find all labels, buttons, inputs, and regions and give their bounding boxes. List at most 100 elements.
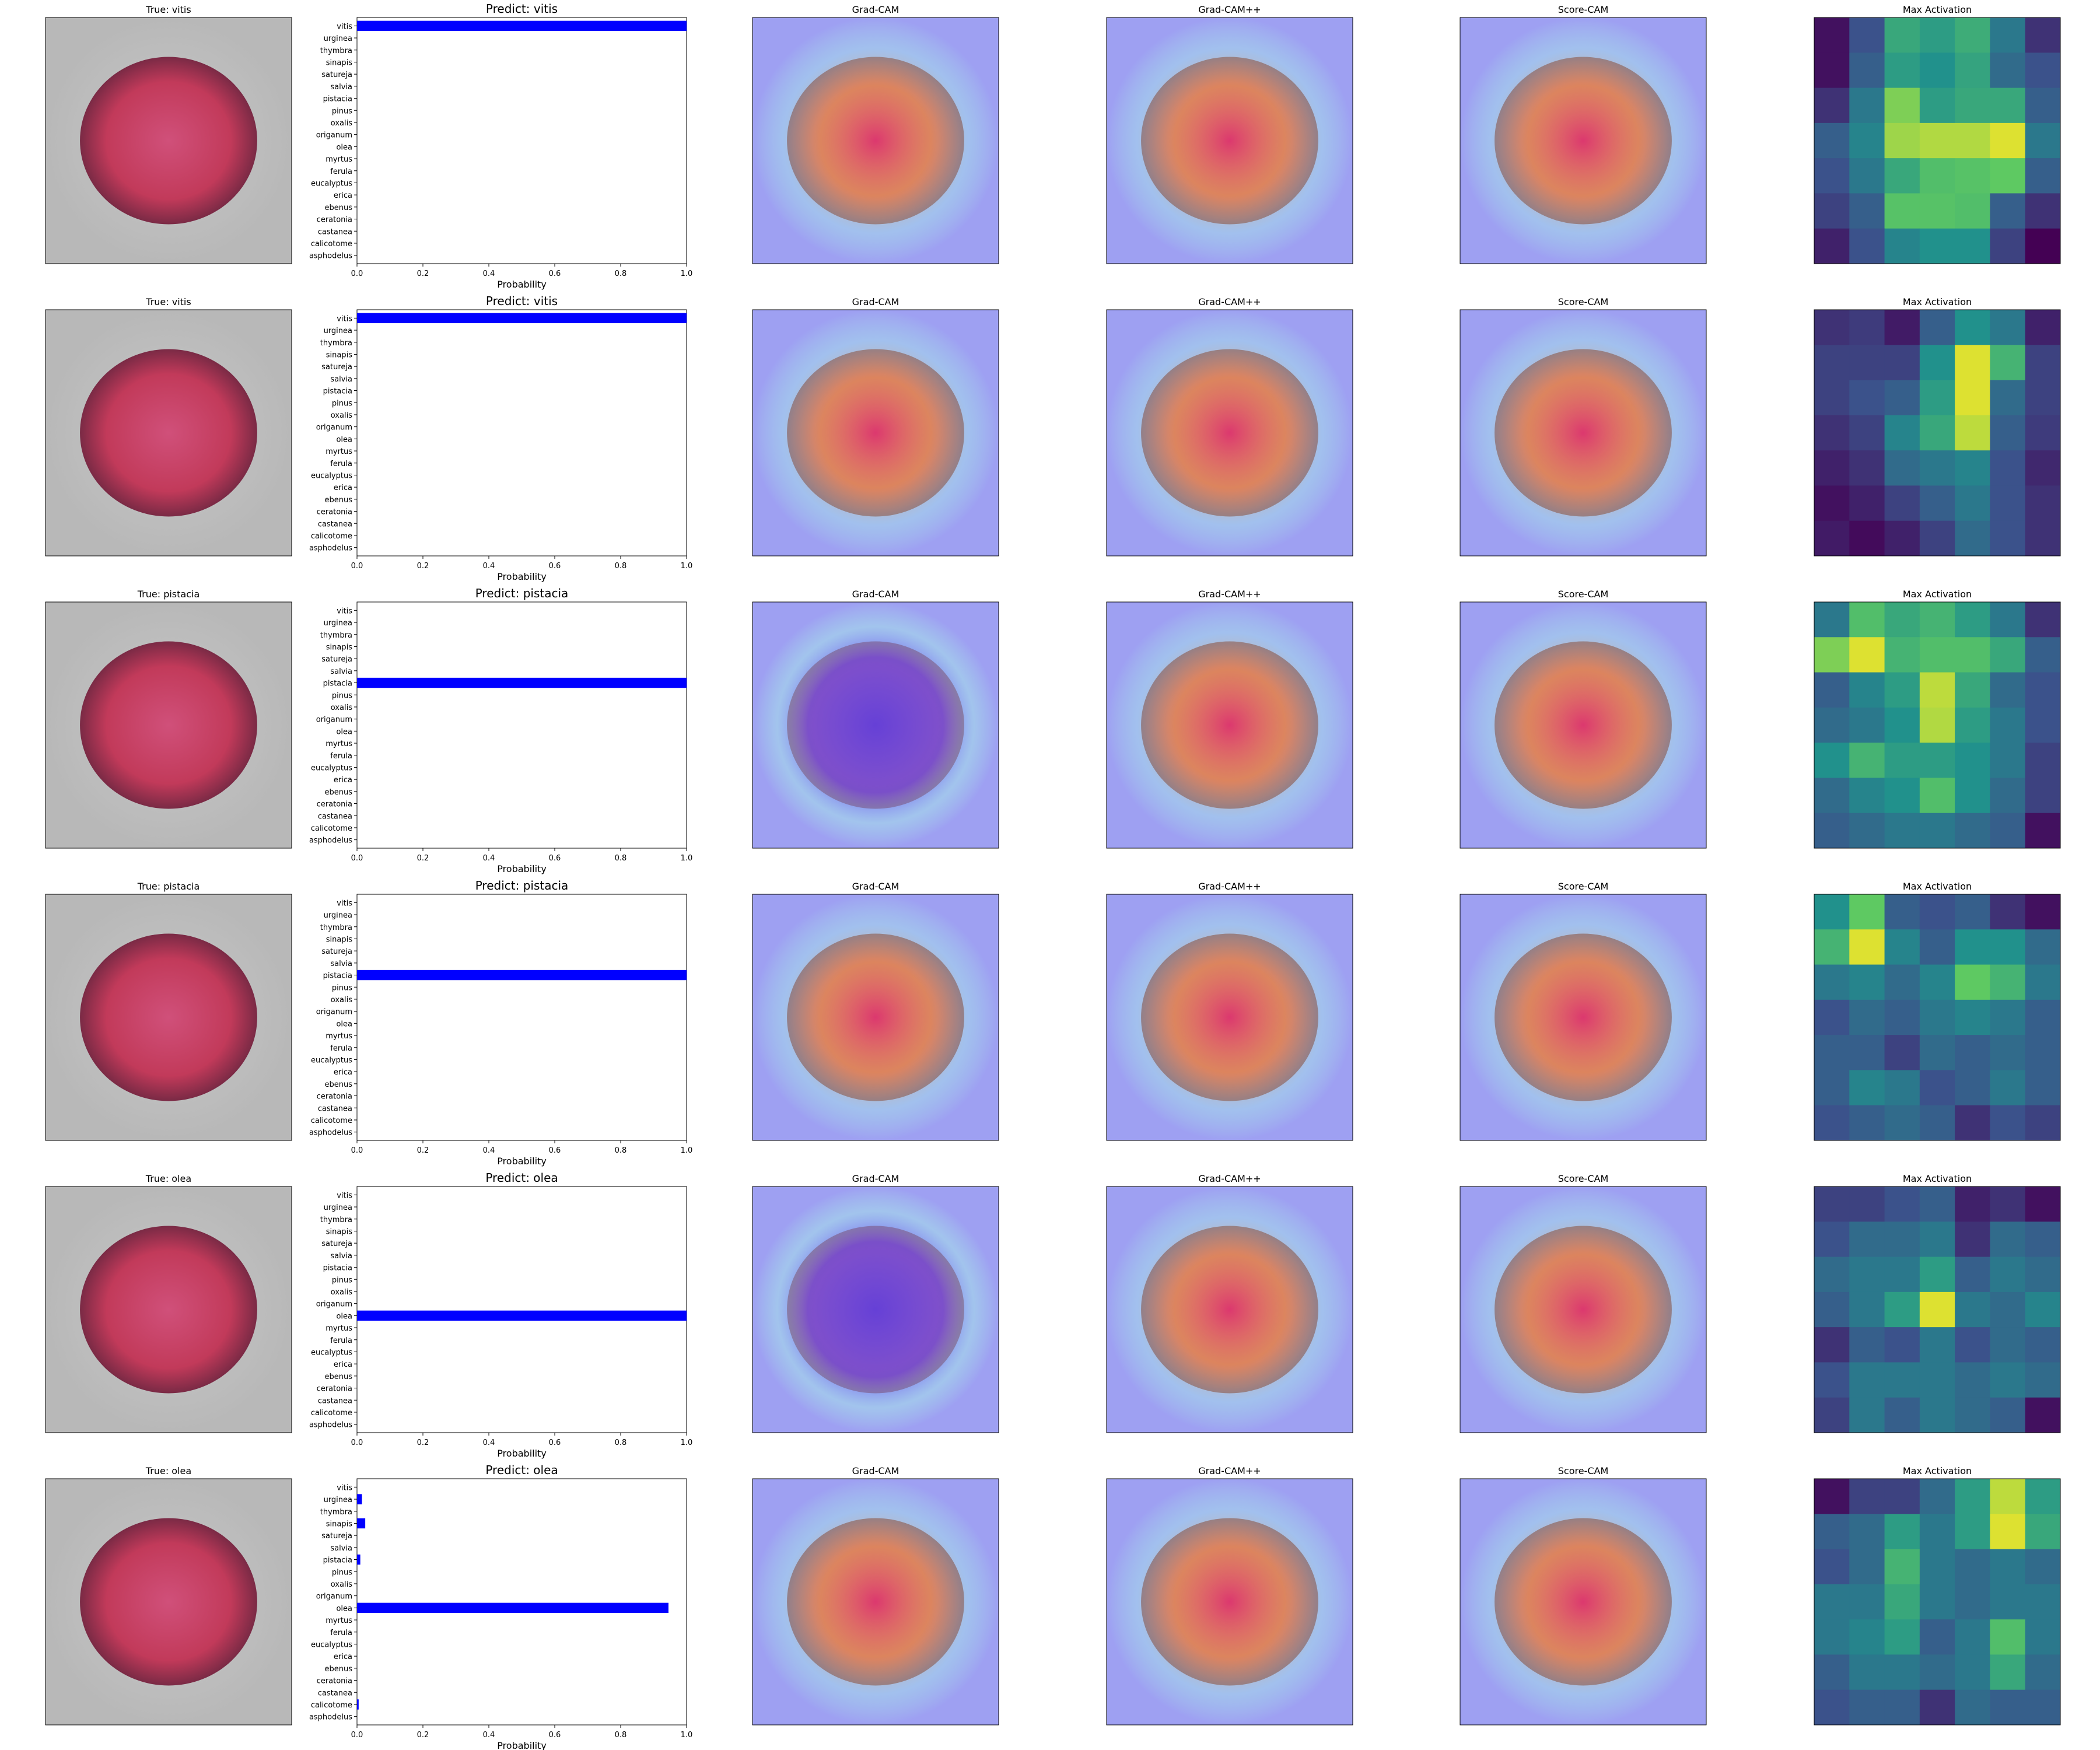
x-tick-label: 0.8 (615, 1731, 627, 1740)
pollen-grain (80, 349, 257, 517)
activation-cell (1990, 637, 2026, 673)
y-tick-label: ebenus (325, 1665, 353, 1674)
x-tick-label: 0.8 (615, 562, 627, 570)
activation-cell (1990, 228, 2026, 264)
y-tick-label: castanea (318, 228, 352, 236)
activation-cell (1990, 1186, 2026, 1222)
activation-cell (1849, 1362, 1885, 1398)
activation-cell (1990, 310, 2026, 345)
activation-cell (1990, 52, 2026, 89)
activation-cell (1990, 1035, 2026, 1070)
figure-row: True: vitis Predict: vitis vitis urginea thy… (45, 2, 2061, 290)
heatmap-overlay (752, 602, 999, 848)
activation-cell (1955, 813, 1990, 849)
activation-cell (1849, 345, 1885, 381)
activation-cell (2025, 1689, 2061, 1726)
activation-cell (1814, 123, 1850, 159)
max-activation-title: Max Activation (1903, 1173, 1972, 1184)
y-tick-label: salvia (330, 667, 352, 676)
activation-cell (1919, 310, 1955, 345)
cam-title: Grad-CAM (852, 296, 900, 307)
y-tick-label: erica (334, 191, 352, 200)
activation-cell (1814, 672, 1850, 708)
activation-cell (1990, 520, 2026, 556)
activation-cell (1884, 743, 1920, 778)
image-frame (1460, 1186, 1707, 1433)
y-tick-label: oxalis (331, 119, 352, 128)
probability-bar (357, 1518, 366, 1529)
cam-title: Grad-CAM++ (1198, 4, 1261, 15)
activation-cell (1884, 672, 1920, 708)
activation-cell (1814, 1549, 1850, 1585)
y-tick-label: oxalis (331, 1580, 352, 1589)
activation-cell (1919, 1327, 1955, 1363)
y-tick-label: eucalyptus (311, 179, 352, 188)
y-tick-label: urginea (324, 911, 352, 920)
activation-cell (1919, 707, 1955, 743)
x-axis-label: Probability (497, 571, 547, 582)
activation-cell (1814, 1035, 1850, 1070)
y-tick-label: calicotome (311, 240, 352, 249)
y-tick-label: sinapis (326, 58, 352, 67)
probability-bar-chart: Predict: pistacia vitis urginea thymbra sina… (309, 586, 692, 874)
y-tick-label: urginea (324, 1496, 352, 1504)
y-tick-label: salvia (330, 960, 352, 968)
activation-cell (1955, 193, 1990, 229)
activation-cell (1990, 18, 2026, 53)
activation-cell (1849, 1619, 1885, 1655)
image-frame (1106, 601, 1353, 849)
activation-cell (1849, 637, 1885, 673)
activation-cell (1849, 380, 1885, 416)
figure-row: True: vitis Predict: vitis vitis urginea thy… (45, 294, 2061, 582)
activation-cell (1990, 123, 2026, 159)
activation-cell (1849, 1222, 1885, 1258)
activation-cell (1814, 894, 1850, 930)
chart-title: Predict: vitis (486, 294, 558, 308)
scorecam-overlay-image (1460, 894, 1707, 1141)
activation-cell (1990, 1619, 2026, 1655)
activation-cell (1814, 18, 1850, 53)
image-frame (752, 1186, 999, 1433)
activation-cell (1919, 672, 1955, 708)
activation-cell (1884, 778, 1920, 814)
y-tick-label: vitis (337, 314, 352, 323)
activation-cell (1814, 1327, 1850, 1363)
activation-cell (1919, 1619, 1955, 1655)
activation-cell (1919, 1549, 1955, 1585)
activation-cell (2025, 158, 2061, 194)
activation-cell (1955, 894, 1990, 930)
y-tick-label: calicotome (311, 824, 352, 833)
image-frame (45, 1478, 292, 1726)
activation-cell (1919, 485, 1955, 522)
cam-title: Grad-CAM++ (1198, 296, 1261, 307)
max-activation-heatmap (1814, 1186, 2061, 1433)
activation-cell (1990, 345, 2026, 381)
activation-cell (1884, 1327, 1920, 1363)
x-axis-label: Probability (497, 279, 547, 290)
activation-cell (1919, 1070, 1955, 1106)
y-tick-label: olea (336, 1312, 352, 1321)
activation-cell (1814, 345, 1850, 381)
activation-cell (1814, 415, 1850, 451)
activation-cell (1849, 18, 1885, 53)
y-tick-label: ebenus (325, 1373, 353, 1381)
activation-cell (1884, 964, 1920, 1000)
y-tick-label: eucalyptus (311, 1640, 352, 1649)
y-tick-label: erica (334, 776, 352, 785)
heatmap-overlay (752, 1479, 999, 1725)
activation-cell (1814, 520, 1850, 556)
activation-cell (2025, 450, 2061, 486)
activation-cell (1919, 1584, 1955, 1620)
y-tick-label: vitis (337, 22, 352, 31)
activation-cell (1919, 1479, 1955, 1514)
activation-cell (1814, 637, 1850, 673)
y-tick-label: salvia (330, 375, 352, 384)
activation-cell (1884, 310, 1920, 345)
y-tick-label: thymbra (320, 631, 352, 640)
y-tick-label: ferula (330, 1044, 352, 1053)
activation-cell (1955, 1397, 1990, 1433)
activation-cell (1849, 894, 1885, 930)
y-tick-label: erica (334, 1653, 352, 1661)
y-tick-label: ceratonia (317, 508, 352, 517)
